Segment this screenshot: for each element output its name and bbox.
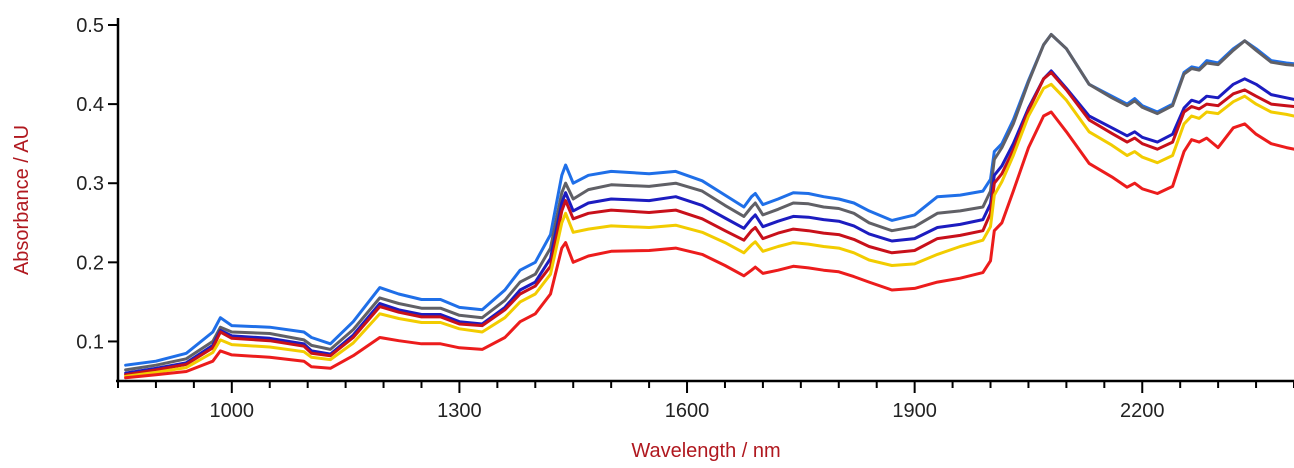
- spectrum-line-1: [124, 33, 1294, 367]
- y-tick-label: 0.2: [76, 252, 104, 274]
- spectrum-line-6: [124, 110, 1294, 380]
- spectrum-line-2: [124, 33, 1294, 372]
- y-axis-label: Absorbance / AU: [11, 125, 33, 275]
- y-tick-label: 0.3: [76, 173, 104, 195]
- y-tick-label: 0.5: [76, 15, 104, 37]
- x-tick-label: 1600: [665, 400, 710, 422]
- ticks-layer: 0.1 0.2 0.3 0.4 0.5 1000 1300 1600 1900 2200: [76, 15, 1294, 422]
- axes-layer: [116, 18, 1294, 383]
- y-tick-label: 0.4: [76, 94, 104, 116]
- x-tick-label: 1300: [437, 400, 482, 422]
- y-tick-label: 0.1: [76, 331, 104, 353]
- x-tick-label: 2200: [1120, 400, 1165, 422]
- series-layer: [124, 33, 1294, 380]
- spectrum-line-3: [124, 69, 1294, 375]
- x-tick-label: 1900: [892, 400, 937, 422]
- spectrum-line-4: [124, 71, 1294, 377]
- spectrum-line-5: [124, 82, 1294, 378]
- x-tick-label: 1000: [210, 400, 255, 422]
- x-axis-label: Wavelength / nm: [631, 440, 780, 462]
